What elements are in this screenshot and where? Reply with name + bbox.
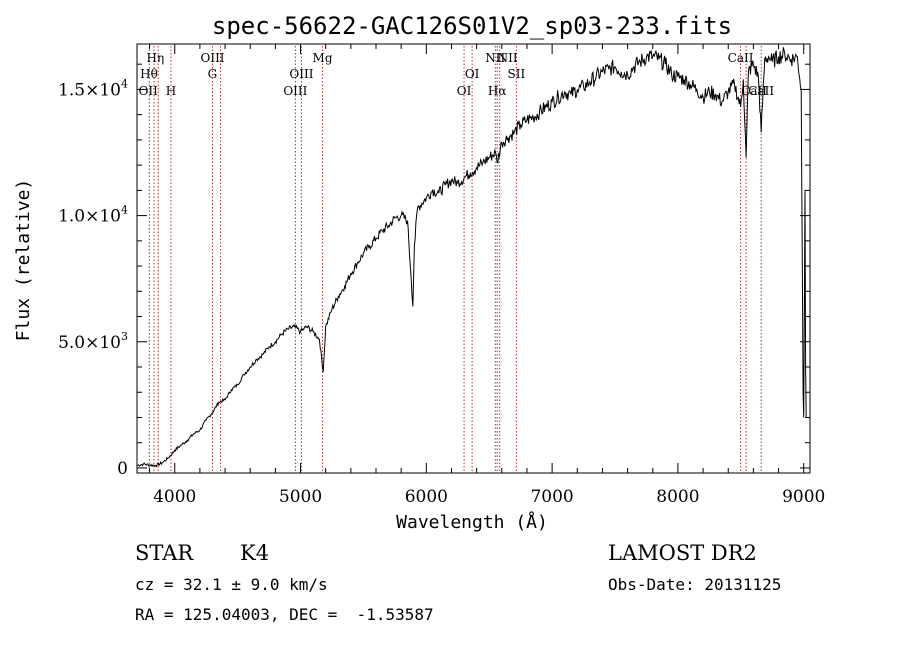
x-axis: 4000 5000 6000 7000 8000 9000 xyxy=(149,44,825,507)
y-tick-label: 0 xyxy=(117,459,128,479)
x-tick-label: 6000 xyxy=(405,487,448,507)
line-marker-label: OII xyxy=(139,84,159,98)
line-marker-label: OI xyxy=(465,67,480,81)
y-tick-label: 1.0×104 xyxy=(58,204,128,227)
coordinates-text: RA = 125.04003, DEC = -1.53587 xyxy=(135,605,434,624)
x-tick-label: 9000 xyxy=(782,487,825,507)
object-class: STAR xyxy=(135,541,194,565)
survey-name: LAMOST DR2 xyxy=(608,541,757,565)
object-subclass: K4 xyxy=(240,541,269,565)
line-marker-label: Mg xyxy=(313,51,333,65)
line-marker-label: SII xyxy=(508,67,526,81)
line-marker-label: OIII xyxy=(200,51,224,65)
obs-date-text: Obs-Date: 20131125 xyxy=(608,575,781,594)
line-marker-label: CaII xyxy=(728,51,754,65)
line-marker-label: Hθ xyxy=(140,67,158,81)
emission-line-markers xyxy=(148,46,762,472)
line-marker-label: NII xyxy=(485,51,505,65)
y-tick-label: 1.5×104 xyxy=(58,77,128,100)
line-marker-label: Hη xyxy=(146,51,164,65)
line-marker-label: G xyxy=(208,67,218,81)
x-tick-label: 5000 xyxy=(279,487,322,507)
line-marker-label: Hα xyxy=(488,84,507,98)
chart-title: spec-56622-GAC126S01V2_sp03-233.fits xyxy=(212,12,732,40)
line-marker-label: OI xyxy=(457,84,472,98)
line-marker-label: OIII xyxy=(289,67,313,81)
line-marker-label: H xyxy=(166,84,176,98)
line-marker-label: CaII xyxy=(748,84,774,98)
line-marker-label: OIII xyxy=(283,84,307,98)
line-marker-label: NII xyxy=(498,51,518,65)
plot-frame xyxy=(136,43,811,474)
x-axis-label: Wavelength (Å) xyxy=(396,511,548,533)
redshift-text: cz = 32.1 ± 9.0 km/s xyxy=(135,575,328,594)
y-tick-label: 5.0×103 xyxy=(58,330,128,353)
y-axis-label: Flux (relative) xyxy=(13,179,34,342)
spectrum-series-line xyxy=(137,47,807,468)
x-tick-label: 7000 xyxy=(530,487,573,507)
x-tick-label: 4000 xyxy=(153,487,196,507)
y-axis: 0 5.0×103 1.0×104 1.5×104 xyxy=(58,63,810,479)
x-tick-label: 8000 xyxy=(656,487,699,507)
